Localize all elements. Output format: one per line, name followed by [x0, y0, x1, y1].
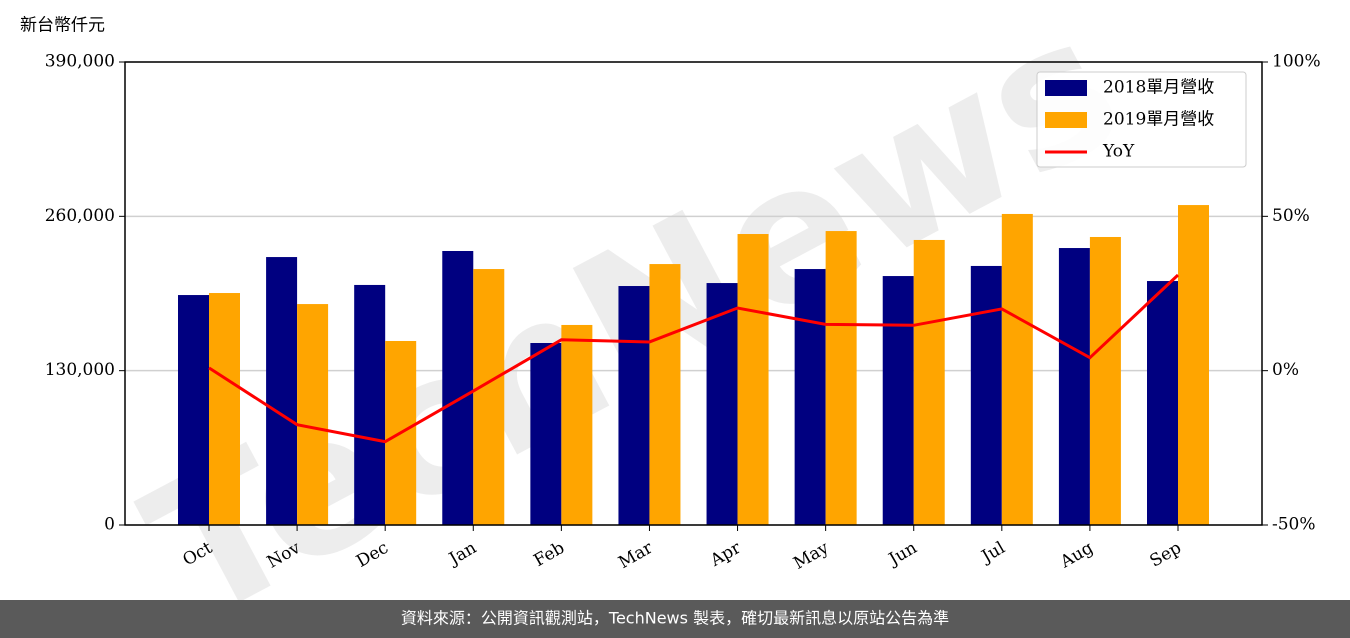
bar [354, 284, 386, 525]
y-tick-label: 0 [104, 515, 115, 535]
legend-swatch [1045, 80, 1087, 96]
x-tick-label: May [790, 538, 833, 574]
legend-swatch [1045, 112, 1087, 128]
bar [1089, 236, 1121, 526]
line [208, 273, 1180, 444]
bar [794, 269, 826, 525]
y2-tick-label: 50% [1272, 206, 1310, 226]
bar [618, 286, 650, 525]
footer: 資料來源：公開資訊觀測站，TechNews 製表，確切最新訊息以原站公告為準 [401, 609, 949, 628]
bar [442, 250, 474, 526]
y2-tick-label: 0% [1272, 360, 1299, 380]
bar [209, 293, 240, 525]
x-tick-label: Jul [977, 538, 1009, 568]
x-tick-label: Aug [1056, 538, 1097, 573]
x-tick-label: Jan [444, 538, 480, 570]
bar [706, 283, 738, 525]
bar [913, 239, 945, 526]
legend-label: 2018單月營收 [1103, 78, 1214, 98]
y-tick-label: 260,000 [45, 206, 115, 226]
bar [1058, 248, 1090, 526]
x-tick-label: Feb [531, 538, 569, 571]
x-tick-label: Apr [706, 537, 745, 571]
bar [649, 264, 681, 525]
bar [473, 269, 505, 525]
bar [561, 324, 593, 525]
bar [1178, 205, 1209, 526]
footer-bar [0, 600, 1350, 638]
x-tick-label: Mar [615, 537, 657, 573]
y2-tick-label: 100% [1272, 52, 1321, 72]
bar [297, 304, 329, 525]
y-tick-label: 390,000 [45, 52, 115, 72]
legend-label: YoY [1102, 142, 1135, 162]
plot-frame [124, 61, 1263, 526]
y2-tick-label: -50% [1272, 515, 1316, 535]
bar [178, 295, 209, 525]
legend-box [1036, 71, 1247, 168]
bar [737, 234, 769, 525]
x-tick-label: Sep [1147, 538, 1185, 572]
x-tick-label: Jun [884, 538, 921, 571]
y-tick-label: 130,000 [45, 360, 115, 380]
bar [266, 257, 298, 525]
bar [1147, 281, 1178, 525]
bar [825, 231, 857, 525]
bar [882, 276, 914, 525]
unit-label: 新台幣仟元 [20, 16, 105, 36]
bar [530, 343, 562, 525]
legend-label: 2019單月營收 [1103, 110, 1214, 130]
bar [970, 265, 1002, 525]
bar [1001, 213, 1033, 525]
